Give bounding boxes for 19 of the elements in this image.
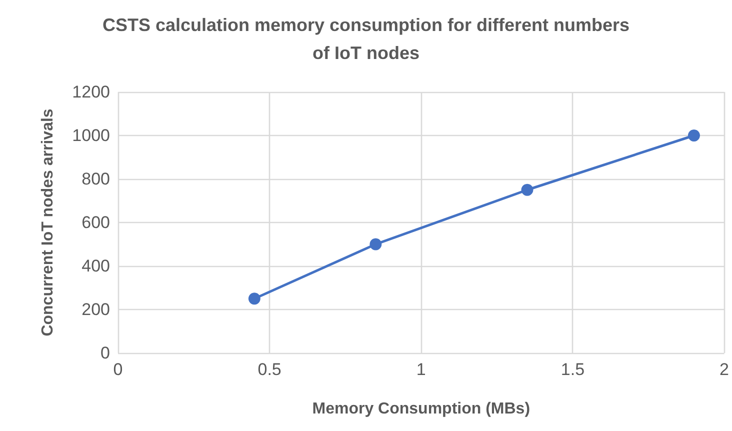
x-tick-label: 2: [720, 360, 730, 379]
x-tick-label: 1: [416, 360, 426, 379]
y-tick-label: 800: [82, 170, 110, 188]
x-axis-title: Memory Consumption (MBs): [312, 400, 530, 418]
x-tick-label: 0: [113, 360, 123, 379]
point: [688, 130, 700, 142]
point: [248, 292, 260, 305]
y-axis-title: Concurrent IoT nodes arrivals: [40, 108, 56, 336]
x-tick-label: 0.5: [258, 360, 282, 379]
y-tick-label: 1200: [72, 82, 110, 102]
point: [521, 184, 534, 196]
y-tick-label: 0: [100, 344, 110, 362]
y-tick-label: 400: [82, 256, 110, 276]
x-tick-label: 1.5: [560, 360, 585, 379]
point: [370, 238, 382, 250]
chart-title: CSTS calculation memory consumption for different numbers of IoT nodes: [102, 15, 630, 63]
y-tick-label: 200: [82, 300, 110, 319]
y-tick-label: 1000: [72, 126, 110, 145]
y-tick-label: 600: [82, 213, 110, 232]
